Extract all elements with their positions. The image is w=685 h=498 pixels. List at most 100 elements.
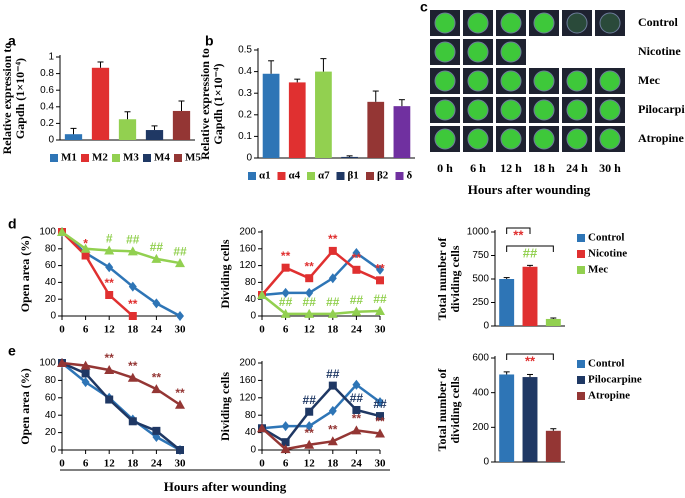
x-tick-label: 18 [127,324,139,336]
y-tick-label: 100 [39,227,56,238]
legend-label: Atropine [588,390,630,402]
y-tick-label: 0.2 [40,118,54,129]
bar [341,156,358,158]
y-tick-label: 40 [245,294,257,305]
legend-label: Pilocarpine [588,374,642,386]
marker [80,360,91,370]
eye-cornea [467,128,489,150]
significance-label: * [83,237,88,251]
significance-label: ** [105,351,115,365]
significance-label: ** [152,370,162,384]
series-line [261,383,381,430]
bar [262,73,280,158]
marker [328,246,337,255]
significance-label: ** [281,249,291,263]
y-tick-label: 0.4 [238,66,252,77]
y-tick-label: 80 [245,277,257,288]
x-tick-label: 0 [59,324,65,336]
legend-swatch [577,376,585,384]
marker [281,287,290,298]
significance-label: # [106,232,113,246]
marker [305,421,314,432]
legend-label: M2 [92,152,108,164]
x-tick-label: 18 [127,458,139,470]
significance-label: ## [303,393,317,407]
panel-letter: d [8,216,17,232]
marker [175,258,185,268]
bar [522,377,538,462]
y-tick-label: 1 [48,52,54,63]
marker [81,251,90,260]
marker [375,428,385,438]
significance-label: ** [128,359,138,373]
legend-label: Control [588,358,624,370]
series-line [61,362,181,452]
x-tick-label: 12 [104,324,116,336]
eye-cornea [566,70,588,92]
legend-label: β2 [377,170,389,182]
y-axis-label: Gapdh (1×10⁻⁴) [211,63,225,144]
legend-label: α1 [259,170,271,182]
row-label: Nicotine [638,44,681,58]
y-axis-label: Total number of [435,237,449,321]
column-label: 12 h [500,161,522,175]
y-tick-label: 160 [239,375,256,386]
marker [127,246,138,256]
marker [257,423,267,433]
y-tick-label: 200 [239,358,256,369]
bracket-label: ** [525,353,536,368]
x-tick-label: 24 [351,458,363,470]
y-tick-label: 20 [45,294,57,305]
column-label: 18 h [533,161,555,175]
eye-cornea [500,99,522,121]
bar [499,279,515,326]
y-tick-label: 0.8 [40,68,54,79]
legend-swatch [307,172,315,180]
eye-cornea [434,99,456,121]
legend-swatch [50,154,58,162]
eye-cornea [533,128,555,150]
y-tick-label: 0.2 [238,109,252,120]
eye-cornea [434,41,456,63]
panel-letter: c [420,0,428,15]
marker [376,397,384,408]
y-tick-label: 120 [239,260,256,271]
y-tick-label: 0 [483,321,489,332]
marker [81,369,90,378]
significance-label: ## [373,397,387,411]
bar [91,67,110,140]
significance-label: ** [175,386,185,400]
significance-label: ** [105,276,115,290]
bracket [506,227,531,234]
legend-swatch [577,250,585,258]
legend-swatch [112,154,120,162]
series-line [261,294,381,316]
y-axis-label: Total number of [435,368,449,452]
legend-label: α4 [289,170,301,182]
marker [280,308,291,318]
y-tick-label: 0 [250,445,256,456]
marker [281,438,290,447]
x-tick-label: 0 [259,458,265,470]
marker [327,436,338,446]
x-tick-label: 6 [283,324,289,336]
y-tick-label: 60 [45,392,57,403]
marker [176,311,184,321]
marker [57,227,67,236]
marker [152,298,161,309]
bar [64,134,83,140]
bar [367,101,385,158]
significance-label: ## [373,292,387,306]
x-tick-label: 12 [104,458,116,470]
series-line [61,231,181,318]
y-tick-label: 250 [472,297,489,308]
row-label: Mec [638,73,661,87]
column-label: 30 h [599,161,621,175]
y-tick-label: 500 [472,274,489,285]
y-tick-label: 200 [239,227,256,238]
y-tick-label: 0.4 [40,101,54,112]
bracket-label: ## [523,245,538,260]
legend-label: M5 [185,152,201,164]
y-axis-label: Gapdh (1×10⁻⁴) [13,58,27,139]
